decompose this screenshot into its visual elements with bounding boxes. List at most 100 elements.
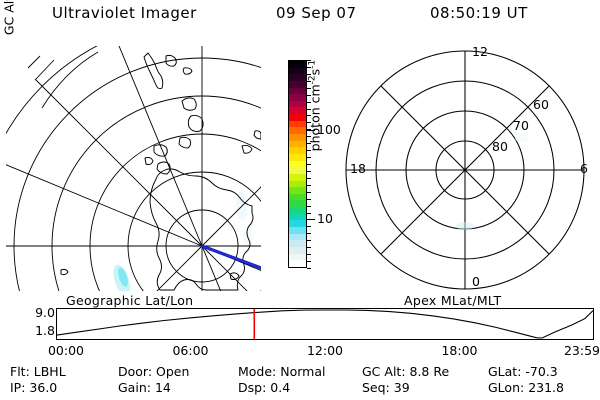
status-value: 36.0 xyxy=(29,380,58,395)
status-label: Gain: xyxy=(118,380,155,395)
corner-graticule-arcs xyxy=(27,51,99,109)
mlt-label-0: 0 xyxy=(472,274,480,289)
colorbar-band-12 xyxy=(289,140,306,148)
orbit-altitude-curve xyxy=(57,310,593,338)
status-label: IP: xyxy=(10,380,30,395)
colorbar-band-16 xyxy=(289,167,306,174)
colorbar-band-11 xyxy=(289,134,306,141)
colorbar-minor-tick xyxy=(307,101,311,103)
colorbar-band-29 xyxy=(289,253,306,261)
colorbar-minor-tick xyxy=(307,205,311,207)
status-footer: Flt: LBHL Door: Open Mode: Normal GC Alt: 8… xyxy=(0,364,600,398)
mlat-label-70: 70 xyxy=(513,118,529,133)
status-flt: Flt: LBHL xyxy=(10,364,66,379)
colorbar-band-19 xyxy=(289,187,306,194)
colorbar-band-13 xyxy=(289,147,306,154)
colorbar-band-0 xyxy=(289,61,306,68)
status-mode: Mode: Normal xyxy=(238,364,325,379)
spacecraft-track xyxy=(200,244,261,270)
colorbar-gradient xyxy=(288,60,307,268)
colorbar-band-10 xyxy=(289,127,306,135)
status-dsp: Dsp: 0.4 xyxy=(238,380,290,395)
geographic-map-panel[interactable] xyxy=(6,46,261,291)
colorbar-minor-tick xyxy=(307,115,311,117)
coastline xyxy=(60,52,261,291)
colorbar-minor-tick xyxy=(307,164,311,165)
colorbar-minor-tick xyxy=(307,184,311,186)
status-label: Door: xyxy=(118,364,157,379)
colorbar-major-tick-10 xyxy=(307,219,315,221)
colorbar-minor-tick xyxy=(307,136,311,138)
colorbar-minor-tick xyxy=(307,150,311,152)
colorbar-band-15 xyxy=(289,160,306,168)
colorbar-minor-tick xyxy=(307,143,311,145)
status-value: 14 xyxy=(154,380,171,395)
status-value: 0.4 xyxy=(270,380,291,395)
status-value: Normal xyxy=(280,364,326,379)
observation-date: 09 Sep 07 xyxy=(276,4,357,22)
status-value: 231.8 xyxy=(528,380,564,395)
colorbar-minor-tick xyxy=(307,80,311,82)
colorbar-band-1 xyxy=(289,67,306,75)
colorbar-minor-tick xyxy=(307,87,311,89)
status-label: GLat: xyxy=(488,364,526,379)
status-label: Flt: xyxy=(10,364,34,379)
apex-mlt-panel[interactable]: 12 18 6 0 60 70 80 xyxy=(336,44,594,294)
colorbar-minor-tick xyxy=(307,60,311,61)
colorbar-band-30 xyxy=(289,260,306,267)
mlt-label-18: 18 xyxy=(350,161,366,176)
colorbar-minor-tick xyxy=(307,226,311,228)
observation-time: 08:50:19 UT xyxy=(430,4,528,22)
status-label: GC Alt: xyxy=(362,364,410,379)
colorbar-minor-tick xyxy=(307,268,311,269)
status-value: 39 xyxy=(393,380,410,395)
colorbar-band-25 xyxy=(289,227,306,234)
colorbar-minor-tick xyxy=(307,261,311,263)
colorbar-band-5 xyxy=(289,94,306,101)
colorbar-band-20 xyxy=(289,193,306,201)
orbit-ytick-high: 9.0 xyxy=(35,304,55,320)
colorbar-minor-tick xyxy=(307,177,311,179)
orbit-altitude-plot[interactable] xyxy=(56,308,594,340)
geographic-map-svg xyxy=(6,46,261,291)
colorbar-band-2 xyxy=(289,74,306,81)
colorbar-band-6 xyxy=(289,100,306,108)
geographic-panel-title: Geographic Lat/Lon xyxy=(66,293,194,308)
colorbar-ticks: 100 10 xyxy=(307,60,341,269)
colorbar-band-3 xyxy=(289,80,306,88)
colorbar-band-24 xyxy=(289,220,306,228)
colorbar-band-17 xyxy=(289,173,306,181)
colorbar-band-23 xyxy=(289,213,306,221)
colorbar-minor-tick xyxy=(307,94,311,96)
colorbar-tick-label-100: 100 xyxy=(317,121,341,137)
colorbar-minor-tick xyxy=(307,254,311,256)
status-label: Dsp: xyxy=(238,380,271,395)
status-value: 8.8 Re xyxy=(409,364,450,379)
orbit-x-axis-ticks: 00:00 06:00 12:00 18:00 23:59 xyxy=(0,343,600,359)
colorbar-band-18 xyxy=(289,180,306,188)
colorbar-band-21 xyxy=(289,200,306,208)
status-glat: GLat: -70.3 xyxy=(488,364,558,379)
status-glon: GLon: 231.8 xyxy=(488,380,564,395)
meridian-graticule xyxy=(6,46,261,291)
colorbar-minor-tick xyxy=(307,191,311,193)
orbit-xtick-0600: 06:00 xyxy=(172,343,209,358)
colorbar-minor-tick xyxy=(307,73,311,75)
colorbar-minor-tick xyxy=(307,122,311,124)
colorbar-minor-tick xyxy=(307,157,311,159)
status-value: LBHL xyxy=(33,364,66,379)
mlt-aurora-emission xyxy=(456,133,529,230)
status-gain: Gain: 14 xyxy=(118,380,171,395)
status-label: GLon: xyxy=(488,380,529,395)
status-value: Open xyxy=(156,364,190,379)
orbit-xtick-1200: 12:00 xyxy=(306,343,344,358)
status-label: Seq: xyxy=(362,380,394,395)
mlt-spokes xyxy=(346,51,584,289)
colorbar-minor-tick xyxy=(307,240,311,242)
colorbar-tick-label-10: 10 xyxy=(317,210,333,226)
colorbar-band-26 xyxy=(289,233,306,241)
colorbar-band-22 xyxy=(289,207,306,214)
colorbar-minor-tick xyxy=(307,170,311,172)
apex-panel-title: Apex MLat/MLT xyxy=(404,293,502,308)
